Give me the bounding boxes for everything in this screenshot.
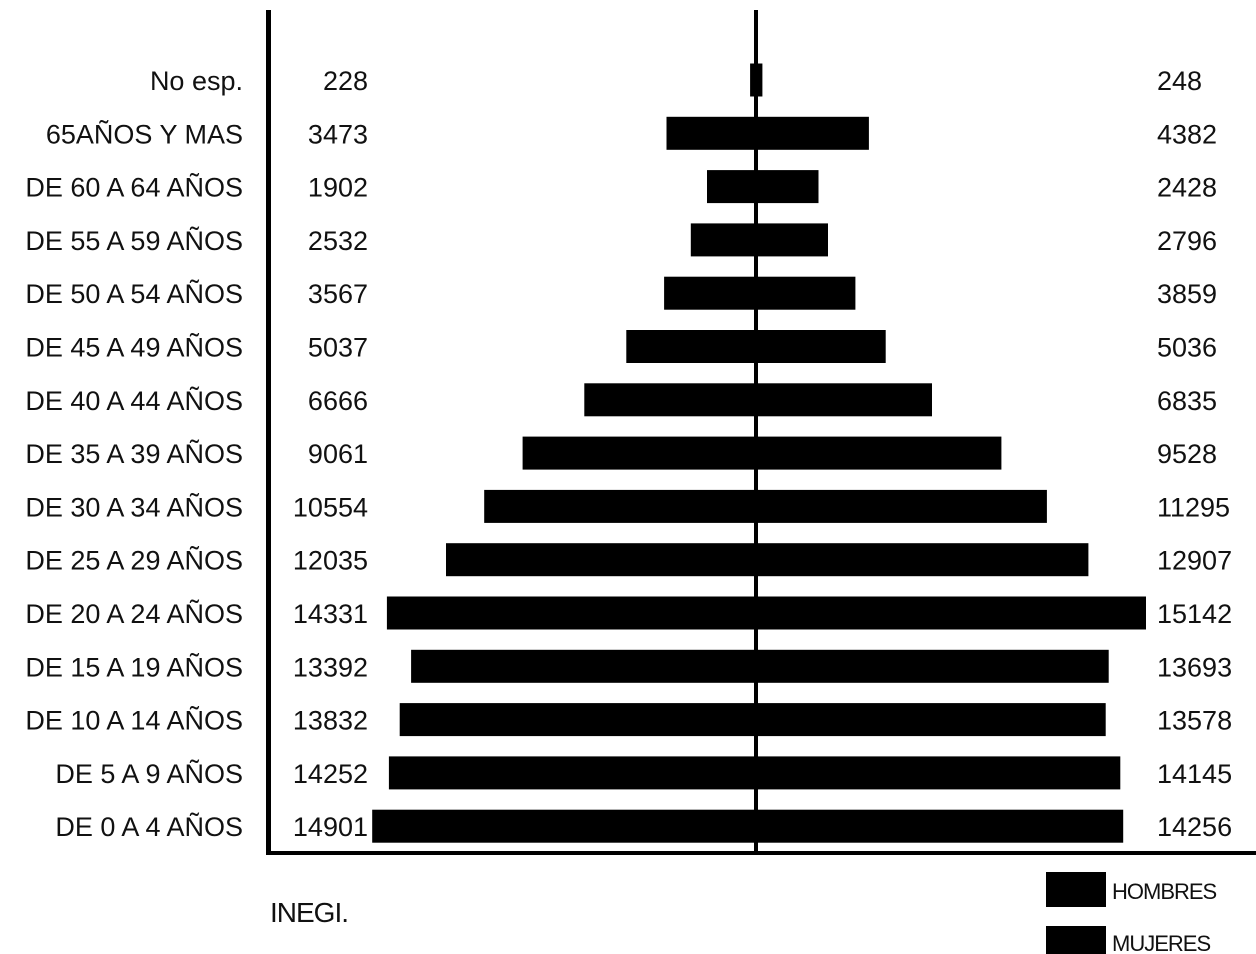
bar-hombres-de-30-a-34-anos — [484, 489, 756, 523]
value-label-mujeres-de-45-a-49-anos: 5036 — [1157, 333, 1217, 363]
category-label-no-esp: No esp. — [150, 66, 243, 96]
category-label-de-25-a-29-anos: DE 25 A 29 AÑOS — [25, 545, 243, 576]
value-label-hombres-de-60-a-64-anos: 1902 — [308, 173, 368, 203]
category-label-de-10-a-14-anos: DE 10 A 14 AÑOS — [25, 705, 243, 736]
value-label-hombres-de-20-a-24-anos: 14331 — [293, 599, 368, 629]
bar-mujeres-de-20-a-24-anos — [756, 596, 1146, 630]
value-label-mujeres-de-5-a-9-anos: 14145 — [1157, 759, 1232, 789]
bar-hombres-de-25-a-29-anos — [446, 543, 756, 577]
value-label-hombres-de-0-a-4-anos: 14901 — [293, 812, 368, 842]
category-label-de-30-a-34-anos: DE 30 A 34 AÑOS — [25, 491, 243, 522]
legend-swatch-mujeres — [1046, 926, 1106, 954]
bar-hombres-de-40-a-44-anos — [584, 383, 756, 417]
bar-mujeres-de-35-a-39-anos — [756, 436, 1002, 470]
bar-mujeres-de-25-a-29-anos — [756, 543, 1089, 577]
bar-mujeres-de-55-a-59-anos — [756, 223, 828, 257]
bar-hombres-de-20-a-24-anos — [386, 596, 756, 630]
bar-hombres-de-5-a-9-anos — [388, 756, 756, 790]
value-label-mujeres-de-25-a-29-anos: 12907 — [1157, 546, 1232, 576]
bar-hombres-de-55-a-59-anos — [690, 223, 756, 257]
value-label-hombres-de-30-a-34-anos: 10554 — [293, 492, 368, 522]
mujeres-value-labels: 248 4382 2428 2796 3859 5036 6835 9528 11295 1290… — [1157, 66, 1232, 842]
value-label-hombres-no-esp: 228 — [323, 66, 368, 96]
hombres-value-labels: 228 3473 1902 2532 3567 5037 6666 9061 10554 1203… — [293, 66, 368, 842]
value-label-mujeres-de-10-a-14-anos: 13578 — [1157, 706, 1232, 736]
value-label-mujeres-de-30-a-34-anos: 11295 — [1157, 492, 1230, 522]
category-label-de-55-a-59-anos: DE 55 A 59 AÑOS — [25, 225, 243, 256]
category-label-de-50-a-54-anos: DE 50 A 54 AÑOS — [25, 278, 243, 309]
value-label-mujeres-65anos-y-mas: 4382 — [1157, 119, 1217, 149]
value-label-mujeres-no-esp: 248 — [1157, 66, 1202, 96]
value-label-mujeres-de-55-a-59-anos: 2796 — [1157, 226, 1217, 256]
bar-mujeres-de-15-a-19-anos — [756, 649, 1109, 683]
bar-mujeres-de-5-a-9-anos — [756, 756, 1121, 790]
bar-mujeres-de-60-a-64-anos — [756, 170, 819, 204]
bar-hombres-de-50-a-54-anos — [664, 276, 756, 310]
value-label-hombres-65anos-y-mas: 3473 — [308, 119, 368, 149]
category-label-de-45-a-49-anos: DE 45 A 49 AÑOS — [25, 332, 243, 363]
value-label-mujeres-de-0-a-4-anos: 14256 — [1157, 812, 1232, 842]
value-label-hombres-de-25-a-29-anos: 12035 — [293, 546, 368, 576]
category-label-de-5-a-9-anos: DE 5 A 9 AÑOS — [55, 758, 243, 789]
category-label-de-35-a-39-anos: DE 35 A 39 AÑOS — [25, 438, 243, 469]
bars-group — [372, 63, 1146, 843]
value-label-hombres-de-10-a-14-anos: 13832 — [293, 706, 368, 736]
source-note: INEGI. — [270, 897, 348, 928]
bar-hombres-de-15-a-19-anos — [411, 649, 756, 683]
bar-hombres-de-10-a-14-anos — [399, 703, 756, 737]
value-label-hombres-de-40-a-44-anos: 6666 — [308, 386, 368, 416]
bar-hombres-de-45-a-49-anos — [626, 330, 756, 363]
legend: HOMBRES MUJERES — [1046, 872, 1218, 954]
bar-mujeres-65anos-y-mas — [756, 116, 869, 150]
legend-label-hombres: HOMBRES — [1112, 879, 1217, 904]
category-label-65anos-y-mas: 65AÑOS Y MAS — [46, 118, 243, 149]
value-label-hombres-de-5-a-9-anos: 14252 — [293, 759, 368, 789]
bar-mujeres-de-10-a-14-anos — [756, 703, 1106, 737]
bar-hombres-de-35-a-39-anos — [522, 436, 756, 470]
category-label-de-20-a-24-anos: DE 20 A 24 AÑOS — [25, 598, 243, 629]
bar-hombres-65anos-y-mas — [666, 116, 756, 150]
legend-label-mujeres: MUJERES — [1112, 931, 1210, 954]
value-label-mujeres-de-20-a-24-anos: 15142 — [1157, 599, 1232, 629]
value-label-mujeres-de-35-a-39-anos: 9528 — [1157, 439, 1217, 469]
value-label-hombres-de-15-a-19-anos: 13392 — [293, 652, 368, 682]
value-label-hombres-de-45-a-49-anos: 5037 — [308, 333, 368, 363]
value-label-hombres-de-50-a-54-anos: 3567 — [308, 279, 368, 309]
bar-mujeres-de-50-a-54-anos — [756, 276, 856, 310]
category-label-de-0-a-4-anos: DE 0 A 4 AÑOS — [55, 811, 243, 842]
value-label-hombres-de-55-a-59-anos: 2532 — [308, 226, 368, 256]
value-label-mujeres-de-50-a-54-anos: 3859 — [1157, 279, 1217, 309]
value-label-mujeres-de-40-a-44-anos: 6835 — [1157, 386, 1217, 416]
category-label-de-60-a-64-anos: DE 60 A 64 AÑOS — [25, 172, 243, 203]
bar-hombres-no-esp — [750, 63, 756, 97]
bar-hombres-de-0-a-4-anos — [372, 809, 756, 843]
bar-mujeres-no-esp — [756, 63, 763, 97]
bar-mujeres-de-30-a-34-anos — [756, 489, 1047, 523]
legend-swatch-hombres — [1046, 872, 1106, 907]
bar-mujeres-de-0-a-4-anos — [756, 809, 1124, 843]
bar-hombres-de-60-a-64-anos — [707, 170, 756, 204]
value-label-mujeres-de-60-a-64-anos: 2428 — [1157, 173, 1217, 203]
category-labels: No esp. 65AÑOS Y MAS DE 60 A 64 AÑOS DE 55 … — [25, 66, 243, 842]
bar-mujeres-de-40-a-44-anos — [756, 383, 932, 417]
category-label-de-15-a-19-anos: DE 15 A 19 AÑOS — [25, 651, 243, 682]
category-label-de-40-a-44-anos: DE 40 A 44 AÑOS — [25, 385, 243, 416]
value-label-mujeres-de-15-a-19-anos: 13693 — [1157, 652, 1232, 682]
bar-mujeres-de-45-a-49-anos — [756, 330, 886, 363]
value-label-hombres-de-35-a-39-anos: 9061 — [308, 439, 368, 469]
